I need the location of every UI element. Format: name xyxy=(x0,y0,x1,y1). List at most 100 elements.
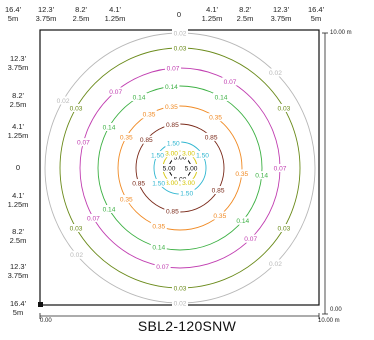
contour-label: 0.35 xyxy=(120,134,133,141)
top-tick-meters: 2.5m xyxy=(236,14,254,23)
contour-label-bg xyxy=(100,205,117,213)
contour-label: 0.14 xyxy=(103,124,116,131)
contour-label: 0.35 xyxy=(213,213,226,220)
contour-ring xyxy=(59,47,301,289)
contour-label-bg xyxy=(163,82,180,91)
contour-label-bg xyxy=(163,102,180,111)
top-tick-feet: 12.3' xyxy=(272,5,290,14)
contour-label: 0.35 xyxy=(120,196,133,203)
contour-label: 0.14 xyxy=(133,94,146,101)
contour-label: 0.07 xyxy=(87,215,100,222)
contour-label: 0.35 xyxy=(209,115,222,122)
contour-label: 0.02 xyxy=(269,261,282,268)
contour-label: 3.00 xyxy=(182,180,195,187)
contour-label-bg xyxy=(165,64,182,73)
contour-label-bg xyxy=(131,92,147,101)
contour-label-bg xyxy=(213,92,229,101)
contour-label-bg xyxy=(172,153,188,161)
contour-label-bg xyxy=(149,151,166,159)
left-tick: 4.1' 1.25m xyxy=(0,191,36,209)
contour-label-bg xyxy=(138,135,155,144)
left-tick-meters: 3.75m xyxy=(7,63,29,72)
contour-label-bg xyxy=(161,164,177,172)
top-tick-feet: 8.2' xyxy=(75,5,87,14)
left-tick: 4.1' 1.25m xyxy=(0,122,36,140)
top-tick-meters: 5m xyxy=(7,14,19,23)
contour-label: 3.00 xyxy=(165,180,178,187)
top-tick-meters: 5m xyxy=(310,14,322,23)
contour-label: 0.85 xyxy=(166,122,179,129)
top-tick-meters: 1.25m xyxy=(104,14,126,23)
contour-label-bg xyxy=(55,96,72,105)
top-tick: 12.3' 3.75m xyxy=(266,5,296,23)
contour-label: 0.03 xyxy=(278,105,291,112)
contour-label-bg xyxy=(172,29,188,37)
left-tick: 12.3' 3.75m xyxy=(0,54,36,72)
contour-label: 0.85 xyxy=(166,209,179,216)
contour-label: 3.00 xyxy=(182,151,195,158)
contour-label-bg xyxy=(253,171,270,180)
contour-label-bg xyxy=(194,151,211,159)
contour-label-bg xyxy=(118,133,135,141)
contour-label: 0.07 xyxy=(167,66,180,73)
left-tick: 8.2' 2.5m xyxy=(0,227,36,245)
contour-label: 0.14 xyxy=(165,84,178,91)
contour-label: 0.03 xyxy=(278,225,291,232)
contour-label: 0.07 xyxy=(224,79,237,86)
contour-label-bg xyxy=(165,138,182,147)
left-tick-feet: 16.4' xyxy=(9,299,27,308)
left-tick-meters: 2.5m xyxy=(9,236,27,245)
contour-label-bg xyxy=(172,44,188,52)
contour-label: 0.14 xyxy=(255,173,268,180)
contour-label: 0.03 xyxy=(70,105,83,112)
top-tick-feet: 16.4' xyxy=(4,5,22,14)
model-name: SBL2-120SNW xyxy=(137,318,237,334)
contour-label: 1.50 xyxy=(151,152,164,159)
contour-label-bg xyxy=(164,120,181,129)
contour-label: 0.02 xyxy=(70,252,83,259)
left-tick: 8.2' 2.5m xyxy=(0,91,36,109)
contour-label: 0.14 xyxy=(103,206,116,213)
contour-label-bg xyxy=(75,138,92,147)
left-tick-feet: 4.1' xyxy=(12,122,24,131)
contour-label-bg xyxy=(275,104,292,112)
left-tick-meters: 1.25m xyxy=(7,200,29,209)
contour-label: 0.07 xyxy=(109,89,122,96)
contour-label: 0.14 xyxy=(215,94,228,101)
contour-label: 0.07 xyxy=(274,165,287,172)
left-tick: 16.4' 5m xyxy=(0,299,36,317)
left-tick-meters: 1.25m xyxy=(7,131,29,140)
contour-label: 0.85 xyxy=(132,180,145,187)
left-tick-feet: 12.3' xyxy=(9,262,27,271)
right-scale-bottom-label: 0.00 xyxy=(330,307,342,313)
contour-label: 0.85 xyxy=(205,134,218,141)
contour-label-bg xyxy=(107,87,124,96)
contour-label: 5.00 xyxy=(163,165,176,172)
contour-label-bg xyxy=(163,178,180,187)
contour-label-bg xyxy=(118,195,135,203)
top-tick: 8.2' 2.5m xyxy=(66,5,96,23)
contour-label-bg xyxy=(267,259,284,268)
contour-label-bg xyxy=(68,250,85,259)
left-tick-feet: 0 xyxy=(15,163,21,172)
top-tick: 0 xyxy=(164,10,194,19)
top-tick-feet: 16.4' xyxy=(307,5,325,14)
top-tick: 12.3' 3.75m xyxy=(31,5,61,23)
contour-label-bg xyxy=(68,224,85,232)
contour-label-bg xyxy=(275,224,292,232)
contour-label-bg xyxy=(141,110,157,119)
contour-label: 0.85 xyxy=(212,187,225,194)
left-tick-meters: 5m xyxy=(12,308,24,317)
top-tick-meters: 3.75m xyxy=(35,14,57,23)
contour-label-bg xyxy=(234,216,251,225)
left-tick-meters: 3.75m xyxy=(7,271,29,280)
top-tick-feet: 4.1' xyxy=(109,5,121,14)
contour-label-bg xyxy=(233,169,250,178)
contour-label-bg xyxy=(211,211,228,220)
left-tick: 12.3' 3.75m xyxy=(0,262,36,280)
contour-label: 0.35 xyxy=(143,112,156,119)
contour-label: 5.00 xyxy=(174,154,187,161)
contour-label-bg xyxy=(150,178,167,187)
contour-label: 1.50 xyxy=(167,140,180,147)
contour-ring xyxy=(117,105,243,231)
